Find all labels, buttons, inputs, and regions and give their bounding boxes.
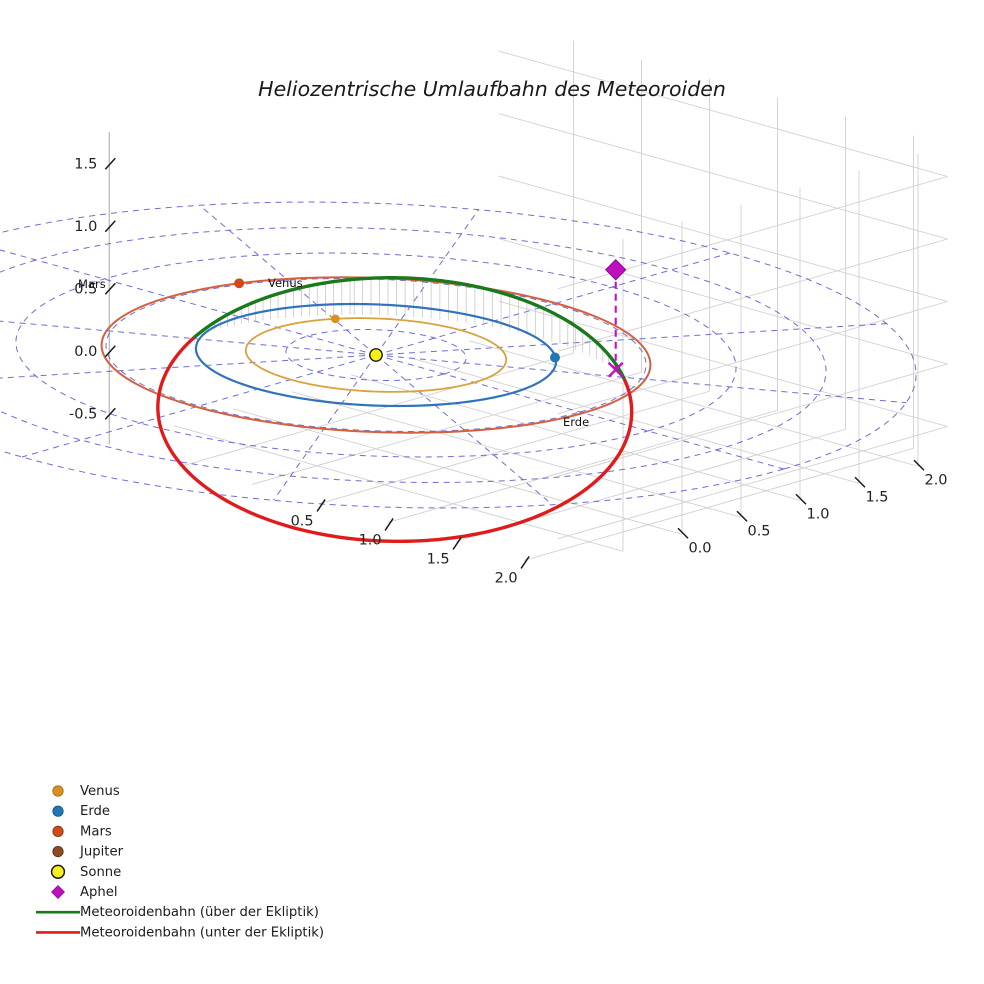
legend-label: Erde bbox=[80, 804, 110, 819]
z-tick-label: -0.5 bbox=[69, 406, 97, 422]
aphelion-ground-x-marker bbox=[607, 361, 624, 378]
legend[interactable]: Venus Erde Mars Jupiter Sonne Aphel Meteoroide… bbox=[36, 784, 324, 940]
legend-item-meteoroidenbahn[interactable]: Meteoroidenbahn (über der Ekliptik) bbox=[36, 905, 319, 920]
body-marker-mars bbox=[234, 278, 245, 289]
legend-label: Meteoroidenbahn (über der Ekliptik) bbox=[80, 905, 319, 920]
planet-orbit-paths bbox=[100, 276, 652, 434]
orbit-Mars-Bahn bbox=[100, 276, 652, 434]
legend-label: Sonne bbox=[80, 865, 121, 880]
y-tick-label: 2.0 bbox=[924, 472, 947, 488]
annotation-venus: Venus bbox=[268, 276, 303, 290]
page-title: Heliozentrische Umlaufbahn des Meteoroid… bbox=[258, 77, 726, 101]
y-tick-label: 0.0 bbox=[688, 540, 711, 556]
legend-item-erde[interactable]: Erde bbox=[52, 804, 110, 819]
legend-label: Aphel bbox=[80, 885, 118, 900]
y-tick-label: 1.5 bbox=[865, 489, 888, 505]
legend-marker-circle bbox=[52, 805, 64, 817]
legend-label: Jupiter bbox=[79, 845, 124, 860]
body-marker-sonne bbox=[369, 348, 383, 362]
aphelion-diamond-marker bbox=[605, 259, 627, 281]
meteoroid-orbit-path bbox=[156, 276, 634, 544]
z-tick-label: 1.0 bbox=[74, 219, 97, 235]
x-tick-label: 1.5 bbox=[427, 551, 450, 567]
aphelion-marker-group[interactable] bbox=[605, 259, 627, 378]
legend-label: Venus bbox=[80, 784, 120, 799]
legend-item-mars[interactable]: Mars bbox=[52, 824, 112, 839]
x-tick-label: 2.0 bbox=[495, 570, 518, 586]
annotation-mars: Mars bbox=[78, 277, 106, 291]
x-tick-label: 1.0 bbox=[359, 532, 382, 548]
legend-item-aphel[interactable]: Aphel bbox=[51, 885, 118, 900]
legend-item-jupiter[interactable]: Jupiter bbox=[52, 845, 124, 860]
y-tick-label: 1.0 bbox=[806, 506, 829, 522]
y-tick-label: 0.5 bbox=[747, 523, 770, 539]
z-tick-label: 0.0 bbox=[74, 344, 97, 360]
body-text-annotations: Mars Venus Erde bbox=[78, 276, 589, 429]
legend-label: Meteoroidenbahn (unter der Ekliptik) bbox=[80, 925, 324, 940]
x-tick-label: 0.5 bbox=[291, 513, 314, 529]
orbit-Venus-Bahn bbox=[244, 317, 508, 393]
meteoroid-segment bbox=[348, 276, 626, 380]
z-tick-label: 0.5 bbox=[74, 281, 97, 297]
axis-ticks-and-labels: 1.5 1.0 0.5 0.0 -0.5 0.5 1.0 1.5 2.0 0.0 0.5 1.0 1.5… bbox=[69, 156, 948, 586]
celestial-body-markers[interactable] bbox=[234, 278, 560, 363]
legend-item-sonne[interactable]: Sonne bbox=[50, 864, 122, 880]
legend-marker-circle bbox=[52, 825, 64, 838]
legend-marker-circle bbox=[52, 845, 64, 858]
annotation-erde: Erde bbox=[563, 415, 589, 429]
body-marker-venus bbox=[331, 314, 340, 324]
legend-marker-diamond bbox=[51, 885, 65, 899]
polar-reference-grid bbox=[0, 201, 917, 509]
legend-item-meteoroidenbahn[interactable]: Meteoroidenbahn (unter der Ekliptik) bbox=[36, 925, 324, 940]
legend-marker-circle bbox=[52, 785, 64, 797]
legend-item-venus[interactable]: Venus bbox=[52, 784, 120, 799]
legend-marker-circle bbox=[50, 864, 66, 879]
legend-label: Mars bbox=[80, 824, 112, 839]
body-marker-erde bbox=[550, 352, 560, 363]
z-tick-label: 1.5 bbox=[74, 156, 97, 172]
meteoroid-segment bbox=[191, 277, 352, 341]
meteoroid-segment bbox=[156, 336, 634, 544]
